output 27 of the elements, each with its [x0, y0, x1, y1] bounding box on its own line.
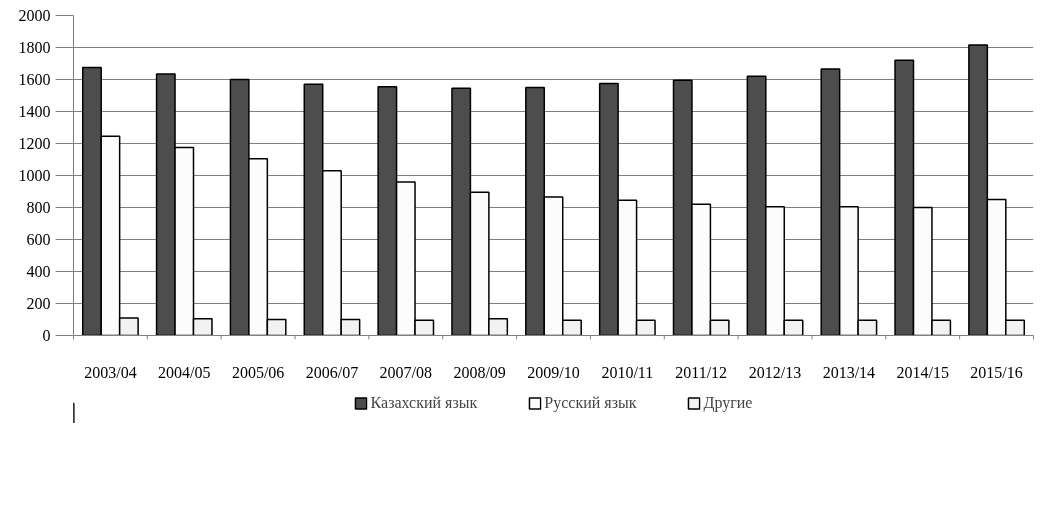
y-tick-label: 1400 — [18, 103, 51, 120]
legend-label: Другие — [703, 394, 753, 412]
legend-label: Русский язык — [544, 394, 637, 412]
x-tick-label: 2008/09 — [453, 363, 506, 381]
x-tick-label: 2015/16 — [970, 363, 1023, 381]
y-tick-label: 1600 — [18, 71, 51, 88]
x-tick-label: 2010/11 — [601, 363, 654, 381]
x-tick-label: 2007/08 — [379, 363, 433, 381]
x-tick-label: 2013/14 — [822, 363, 876, 381]
legend-label: Казахский язык — [370, 394, 478, 412]
y-tick-label: 2000 — [18, 7, 51, 24]
y-tick-label: 600 — [26, 231, 51, 248]
y-tick-label: 1000 — [18, 167, 51, 184]
x-tick-label: 2004/05 — [158, 363, 211, 381]
x-tick-label: 2012/13 — [748, 363, 802, 381]
y-tick-label: 1800 — [18, 39, 51, 56]
y-tick-label: 200 — [26, 295, 51, 312]
y-tick-label: 800 — [26, 199, 51, 216]
x-tick-label: 2006/07 — [305, 363, 359, 381]
x-tick-label: 2003/04 — [84, 363, 137, 381]
x-tick-label: 2014/15 — [896, 363, 949, 381]
x-tick-label: 2009/10 — [527, 363, 580, 381]
x-tick-label: 2005/06 — [231, 363, 285, 381]
x-tick-label: 2011/12 — [675, 363, 728, 381]
y-tick-label: 0 — [42, 327, 51, 344]
y-tick-label: 400 — [26, 263, 51, 280]
y-tick-label: 1200 — [18, 135, 51, 152]
